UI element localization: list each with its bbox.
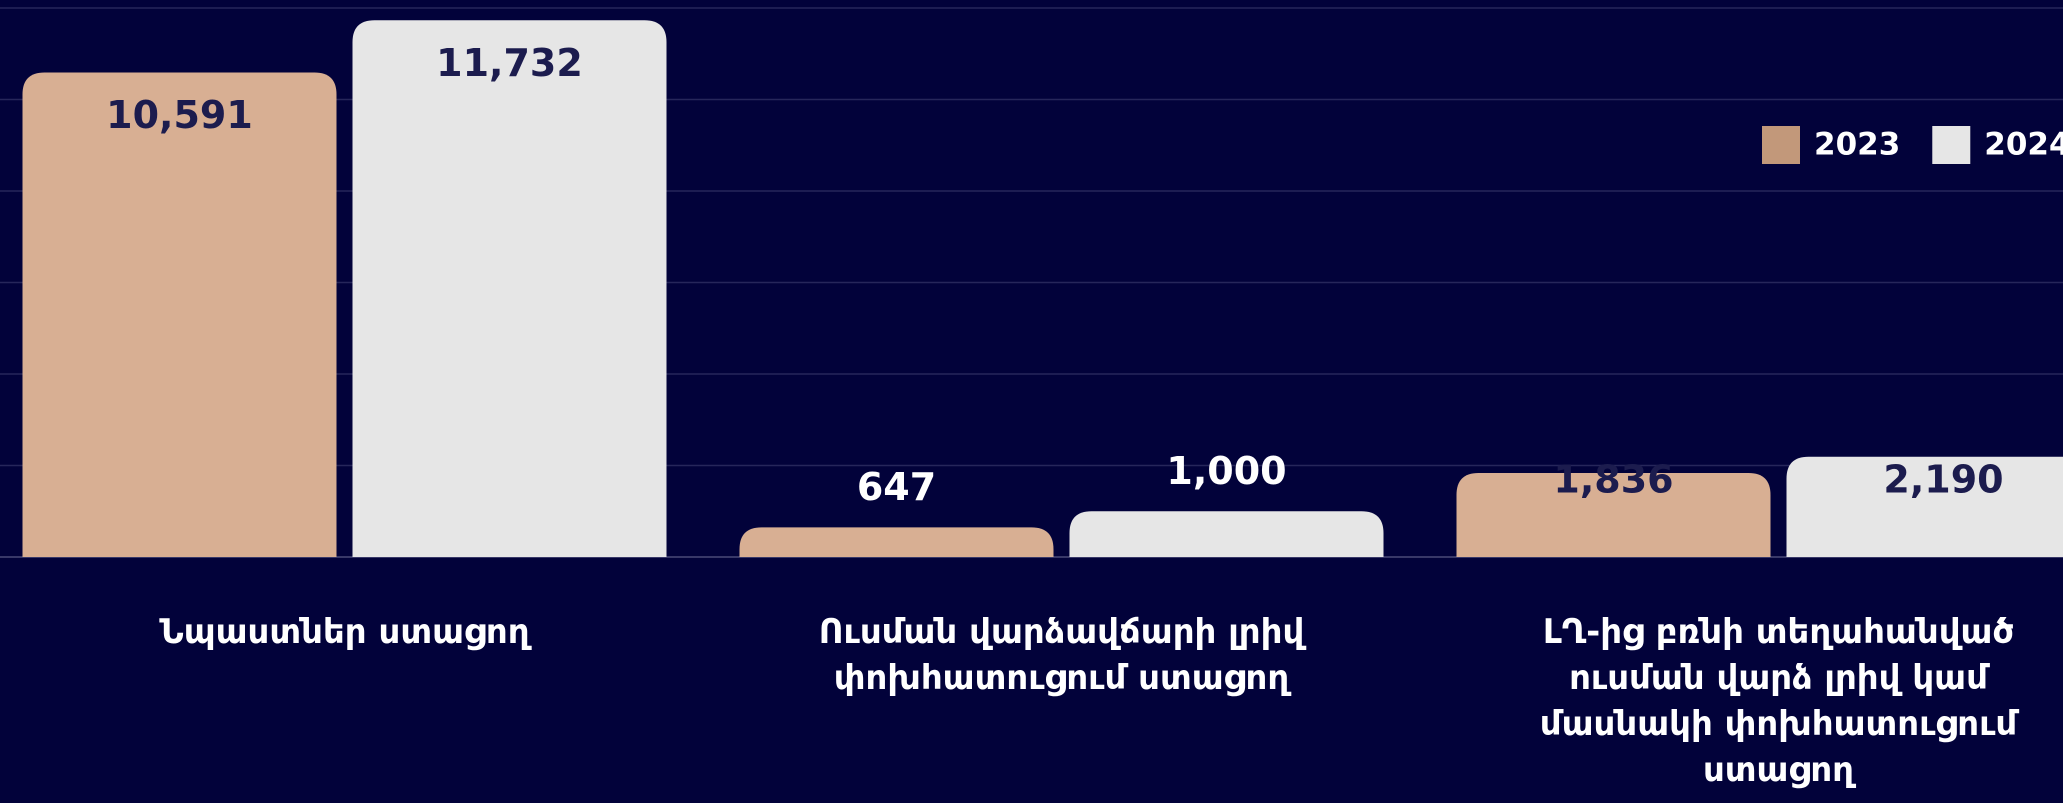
bar — [739, 527, 1054, 557]
legend-label: 2024 — [1984, 127, 2063, 163]
legend-swatch — [1932, 126, 1971, 164]
bar — [22, 72, 337, 558]
value-label: 1,836 — [1553, 458, 1673, 502]
value-label: 647 — [857, 465, 936, 509]
bar — [352, 20, 667, 558]
bar — [1786, 456, 2063, 557]
value-label: 10,591 — [106, 93, 253, 137]
category-label: Ուսման վարձավճարի լրիվ փոխհատուցում ստաց… — [818, 612, 1305, 698]
bar — [1069, 511, 1384, 557]
value-label: 11,732 — [436, 41, 583, 85]
category-label: Նպաստներ ստացող — [159, 612, 530, 652]
bar — [1456, 473, 1771, 557]
value-label: 2,190 — [1883, 458, 2003, 502]
category-label: ԼՂ-ից բռնի տեղահանված ուսման վարձ լրիվ կ… — [1539, 612, 2018, 790]
value-label: 1,000 — [1166, 449, 1286, 493]
legend-label: 2023 — [1814, 127, 1900, 163]
legend-swatch — [1762, 126, 1800, 164]
